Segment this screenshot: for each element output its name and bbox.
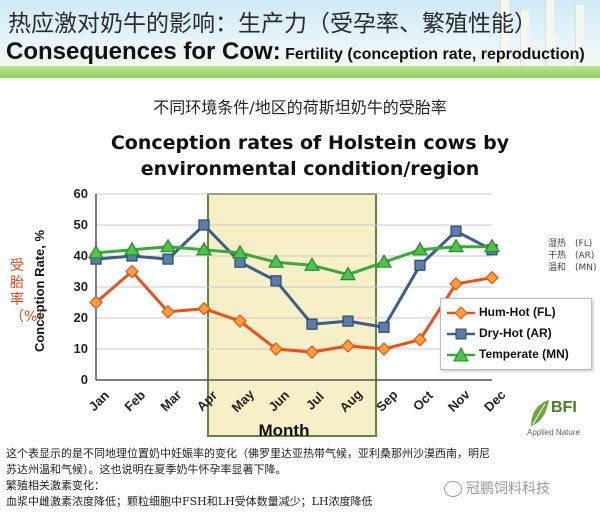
chart-title-line2: environmental condition/region [140, 158, 480, 180]
y-tick-label: 10 [74, 341, 88, 356]
data-point [411, 241, 429, 256]
region-label-ar: 干热 (AR) [548, 251, 595, 261]
region-label-mn: 温和 (MN) [548, 263, 597, 273]
data-point [413, 332, 427, 347]
grass-strip [0, 66, 600, 78]
wechat-icon [444, 481, 462, 497]
y-tick-label: 20 [74, 310, 88, 325]
legend-label-dry-hot: Dry-Hot (AR) [479, 326, 552, 340]
series-line-1 [95, 270, 493, 354]
legend-item-temperate: Temperate (MN) [445, 345, 589, 365]
data-point [485, 270, 499, 285]
data-point [161, 304, 175, 319]
x-tick-label: Feb [121, 387, 148, 414]
chart-subtitle-cn: 不同环境条件/地区的荷斯坦奶牛的受胎率 [153, 98, 447, 117]
data-point [342, 315, 354, 327]
region-labels-cn: 湿热 (FL) 干热 (AR) 温和 (MN) [548, 238, 597, 274]
data-point [270, 275, 282, 287]
wechat-watermark: 冠鹏饲料科技 [444, 478, 550, 498]
grass-stalk-decoration [520, 10, 529, 78]
x-tick-label: Nov [445, 386, 474, 415]
data-point [233, 314, 247, 328]
bfi-logo-tagline: Applied Nature [527, 428, 580, 437]
y-axis-title: Conception Rate, % [32, 230, 47, 353]
footer-line: 血浆中雌激素浓度降低；颗粒细胞中FSH和LH受体数量减少；LH浓度降低 [6, 495, 373, 508]
footer-line: 繁殖相关激素变化： [6, 479, 105, 492]
y-tick-label: 0 [81, 372, 88, 387]
watermark-text: 冠鹏饲料科技 [466, 481, 550, 497]
bfi-leaf-icon [531, 400, 549, 426]
data-point [269, 342, 283, 356]
y-tick-label: 50 [74, 217, 88, 232]
slide-title-en-main: Consequences for Cow: [6, 38, 281, 65]
data-point [339, 266, 357, 281]
slide-title-en-sub: Fertility (conception rate, reproduction… [280, 46, 585, 63]
grass-stalk-decoration [545, 0, 554, 78]
y-tick-label: 60 [74, 186, 88, 201]
x-tick-label: Sep [373, 387, 401, 415]
x-tick-label: Mar [157, 387, 184, 414]
y-tick-label: 30 [74, 279, 88, 294]
data-point [89, 295, 103, 310]
footer-line: 这个表显示的是不同地理位置奶中妊娠率的变化（佛罗里达亚热带气候，亚利桑那州沙漠西… [6, 447, 490, 460]
data-point [198, 219, 210, 231]
y-tick-label: 40 [74, 248, 88, 263]
region-label-fl: 湿热 (FL) [548, 239, 593, 249]
data-point [231, 244, 249, 259]
data-point [341, 339, 355, 353]
grass-stalk-decoration [500, 0, 509, 78]
data-point [162, 253, 174, 265]
x-tick-label: Jan [86, 388, 112, 414]
data-point [123, 241, 141, 256]
chart-title-line1: Conception rates of Holstein cows by [110, 132, 510, 154]
chart-legend: Hum-Hot (FL) Dry-Hot (AR) Temperate (MN) [440, 298, 592, 370]
data-point [375, 254, 393, 268]
data-point [447, 238, 465, 253]
x-tick-label: Dec [481, 387, 508, 414]
x-axis-title: Month [259, 421, 310, 440]
data-point [125, 264, 139, 279]
data-point [195, 241, 213, 256]
slide-title-en: Consequences for Cow: Fertility (concept… [6, 38, 585, 66]
data-point [414, 259, 426, 271]
legend-item-dry-hot: Dry-Hot (AR) [445, 324, 589, 344]
data-point [87, 244, 105, 259]
chart-title: Conception rates of Holstein cows by env… [60, 130, 560, 182]
series-line-2 [95, 223, 493, 329]
data-point [378, 321, 390, 333]
data-point [305, 345, 319, 359]
data-point [377, 342, 391, 356]
data-point [449, 277, 463, 291]
data-point [303, 257, 321, 271]
legend-label-temperate: Temperate (MN) [479, 347, 569, 361]
series-line-3 [95, 245, 492, 277]
data-point [483, 238, 501, 253]
legend-label-hum-hot: Hum-Hot (FL) [479, 305, 556, 319]
data-point [234, 256, 246, 268]
footer-line: 苏达州温和气候）。这也说明在夏季奶牛怀孕率显著下降。 [6, 463, 287, 476]
data-point [450, 225, 462, 237]
data-point [267, 254, 285, 268]
data-point [197, 301, 211, 316]
slide-title-cn: 热应激对奶牛的影响：生产力（受孕率、繁殖性能） [8, 11, 537, 37]
legend-item-hum-hot: Hum-Hot (FL) [445, 303, 589, 323]
bfi-logo-name: BFI [551, 399, 577, 416]
summer-highlight-band [207, 193, 377, 437]
y-axis-label-cn: 受胎率（%） [10, 258, 52, 325]
data-point [159, 238, 177, 253]
footer-notes: 这个表显示的是不同地理位置奶中妊娠率的变化（佛罗里达亚热带气候，亚利桑那州沙漠西… [6, 446, 596, 510]
header-banner: 热应激对奶牛的影响：生产力（受孕率、繁殖性能） Consequences for… [0, 0, 600, 78]
data-point [306, 318, 318, 330]
grass-stalk-decoration [575, 5, 584, 78]
x-tick-label: Oct [410, 387, 436, 413]
